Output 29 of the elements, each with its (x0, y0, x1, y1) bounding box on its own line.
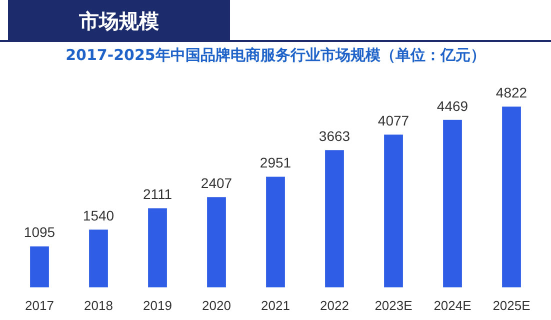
data-label: 1095 (24, 224, 56, 240)
bar (89, 230, 108, 288)
bar (384, 134, 403, 288)
x-tick-label: 2025E (492, 298, 531, 313)
data-label: 4469 (436, 98, 468, 114)
bar (207, 197, 226, 288)
data-label: 2951 (260, 154, 292, 171)
x-tick-label: 2024E (434, 298, 472, 313)
data-label: 4077 (378, 112, 410, 128)
data-label: 2407 (200, 175, 232, 192)
bar (30, 246, 49, 288)
x-tick-label: 2020 (202, 298, 231, 313)
x-tick-label: 2021 (261, 298, 290, 313)
data-label: 3663 (318, 128, 350, 144)
chart-subtitle: 2017-2025年中国品牌电商服务行业市场规模（单位：亿元） (64, 46, 486, 65)
chart-title: 市场规模 (8, 0, 230, 42)
bar (325, 150, 344, 288)
x-tick-label: 2017 (25, 298, 54, 313)
x-tick-label: 2018 (84, 298, 113, 313)
bar (443, 120, 462, 288)
data-label: 1540 (82, 208, 114, 224)
x-tick-label: 2023E (374, 298, 413, 313)
bar (148, 208, 167, 288)
data-label: 2111 (142, 186, 172, 202)
bar (502, 106, 521, 288)
x-tick-label: 2022 (320, 298, 349, 313)
x-tick-label: 2019 (143, 298, 172, 313)
data-label: 4822 (496, 84, 528, 101)
bar (266, 176, 285, 288)
